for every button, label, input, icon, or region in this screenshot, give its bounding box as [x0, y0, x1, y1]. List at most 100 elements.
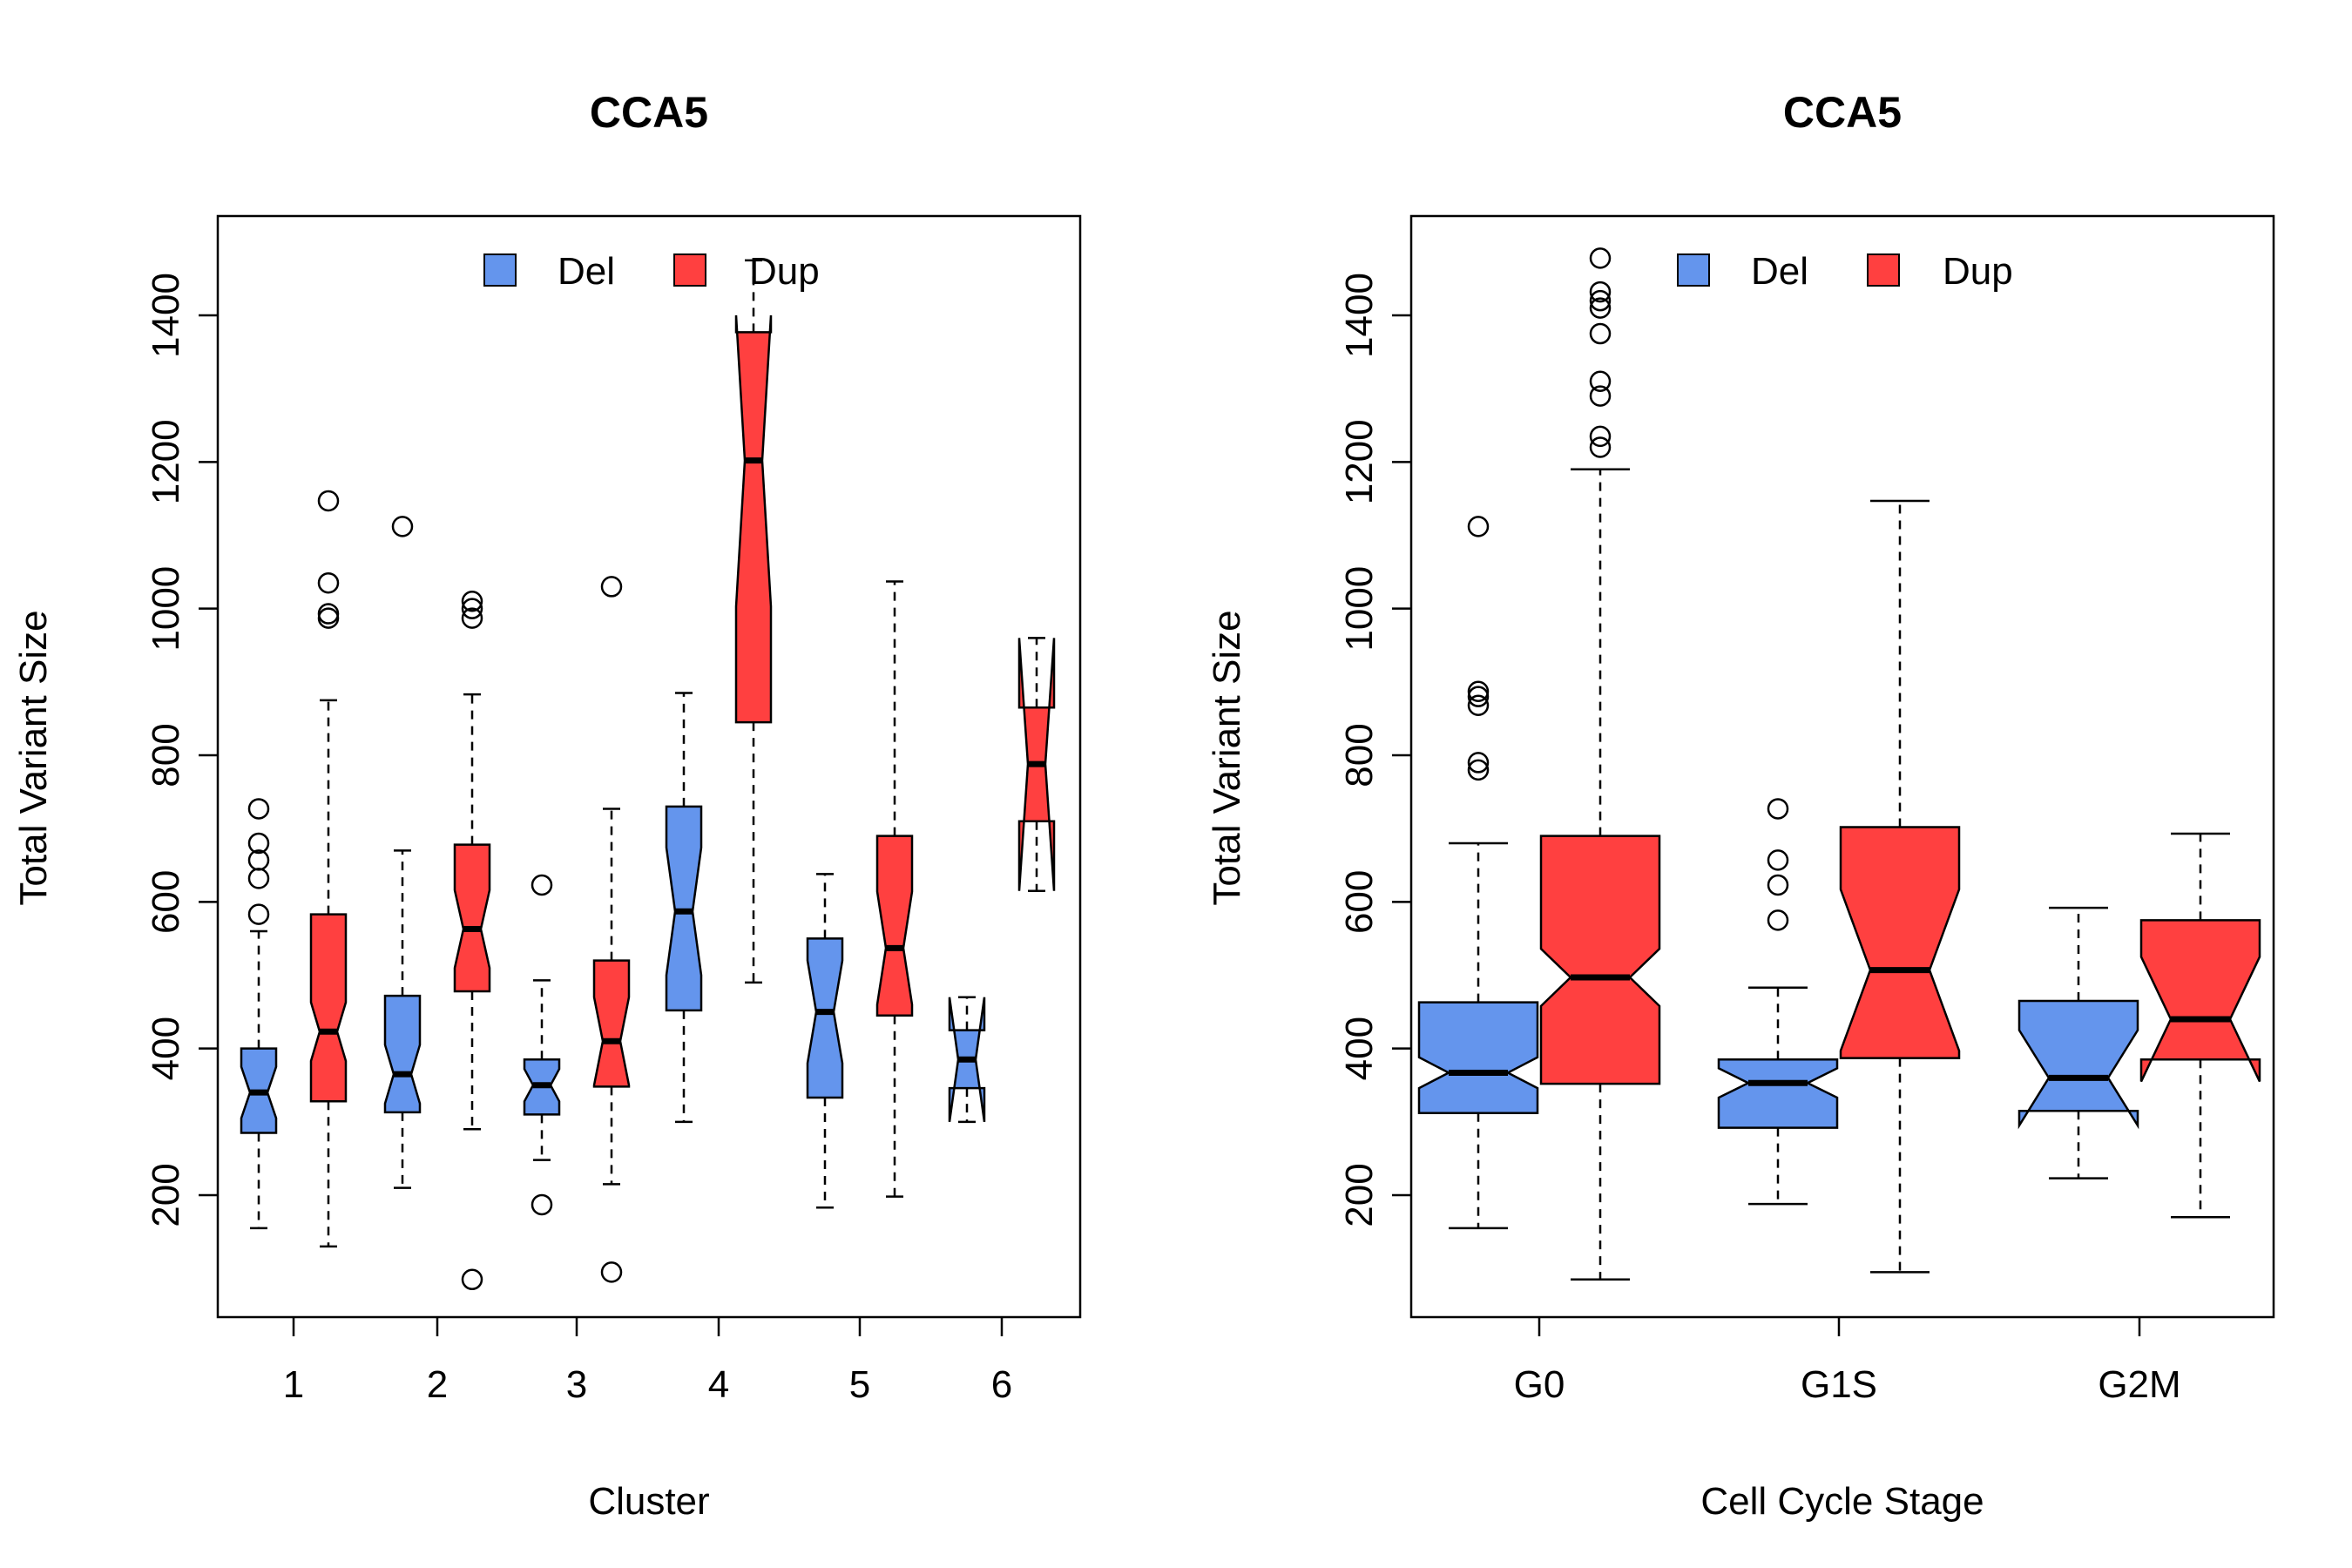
- outlier-point: [1589, 297, 1612, 319]
- box-del-1: [240, 798, 278, 1230]
- box-dup-G1S: [1839, 499, 1961, 1274]
- plot-area: 200 400 600 800 1000 1200 1400 1 2 3 4 5 6: [145, 214, 1082, 1406]
- plot-frame: [216, 214, 1082, 1319]
- boxes-layer: [240, 259, 1056, 1291]
- outlier-point: [1589, 280, 1612, 303]
- box-body: [592, 959, 631, 1088]
- y-tick-label: 400: [1338, 1017, 1381, 1080]
- outlier-point: [600, 576, 623, 598]
- outlier-point: [1589, 289, 1612, 312]
- outlier-point: [1467, 694, 1490, 717]
- legend-swatch-del: [483, 253, 517, 287]
- outlier-point: [1767, 849, 1789, 871]
- outlier-point: [1589, 247, 1612, 269]
- outlier-point: [247, 798, 270, 820]
- box-dup-4: [734, 259, 773, 984]
- x-tick-label: G0: [1514, 1363, 1565, 1406]
- outlier-point: [461, 591, 483, 612]
- y-tick-label: 800: [1338, 723, 1381, 787]
- x-tick-label: G1S: [1801, 1363, 1877, 1406]
- y-axis-label: Total Variant Size: [12, 610, 55, 905]
- outlier-point: [1589, 370, 1612, 392]
- panel-cluster: CCA5 Total Variant Size Cluster 200 400 60…: [12, 88, 1082, 1523]
- y-tick-label: 600: [1338, 870, 1381, 934]
- box-del-G1S: [1717, 798, 1839, 1206]
- outlier-point: [317, 490, 340, 512]
- outlier-point: [600, 1261, 623, 1283]
- box-body: [1839, 826, 1961, 1059]
- legend-swatch-del: [1677, 253, 1710, 287]
- chart-title: CCA5: [1783, 88, 1902, 137]
- chart-title: CCA5: [590, 88, 708, 137]
- outlier-point: [317, 607, 340, 629]
- box-dup-G2M: [2139, 832, 2261, 1219]
- outlier-point: [1767, 909, 1789, 931]
- outlier-point: [1589, 436, 1612, 458]
- outlier-point: [247, 849, 270, 871]
- outlier-point: [461, 598, 483, 619]
- x-tick-label: 3: [566, 1363, 587, 1406]
- legend-swatch-dup: [673, 253, 706, 287]
- box-body: [875, 835, 914, 1017]
- x-axis-label: Cluster: [588, 1480, 709, 1523]
- outlier-point: [1767, 798, 1789, 820]
- outlier-point: [461, 607, 483, 629]
- plot-frame: [1409, 214, 2275, 1319]
- outlier-point: [531, 874, 553, 896]
- box-body: [2017, 999, 2139, 1130]
- x-tick-label: 2: [427, 1363, 448, 1406]
- outlier-point: [247, 903, 270, 925]
- outlier-point: [1467, 516, 1490, 537]
- x-tick-label: 4: [708, 1363, 729, 1406]
- y-tick-label: 600: [145, 870, 187, 934]
- box-body: [806, 937, 844, 1099]
- outlier-point: [317, 571, 340, 594]
- outlier-point: [247, 868, 270, 889]
- box-del-5: [806, 873, 844, 1209]
- box-del-G0: [1417, 516, 1539, 1230]
- box-dup-2: [453, 591, 491, 1291]
- legend: Del Dup: [1677, 250, 2013, 293]
- outlier-point: [1467, 686, 1490, 707]
- y-tick-label: 400: [145, 1017, 187, 1080]
- box-dup-3: [592, 576, 631, 1283]
- y-tick-label: 1400: [145, 273, 187, 358]
- outlier-point: [461, 1268, 483, 1291]
- outlier-point: [317, 603, 340, 625]
- outlier-point: [247, 832, 270, 855]
- outlier-point: [1467, 680, 1490, 703]
- y-axis-label: Total Variant Size: [1206, 610, 1248, 905]
- box-del-6: [948, 996, 986, 1124]
- y-tick-label: 1000: [1338, 566, 1381, 652]
- x-tick-label: 6: [991, 1363, 1012, 1406]
- x-tick-label: 5: [849, 1363, 870, 1406]
- outlier-point: [1467, 752, 1490, 774]
- outlier-point: [1589, 425, 1612, 448]
- outlier-point: [1467, 759, 1490, 781]
- y-tick-label: 1000: [145, 566, 187, 652]
- x-tick-label: G2M: [2098, 1363, 2180, 1406]
- plot-area: 200 400 600 800 1000 1200 1400 G0 G1S G2M: [1338, 214, 2275, 1406]
- box-dup-G0: [1539, 247, 1661, 1281]
- box-dup-1: [309, 490, 348, 1248]
- outlier-point: [1589, 385, 1612, 407]
- outlier-point: [531, 1193, 553, 1216]
- box-del-4: [665, 692, 703, 1124]
- boxes-layer: [1417, 247, 2261, 1281]
- y-tick-label: 1200: [1338, 419, 1381, 504]
- box-del-2: [383, 516, 422, 1189]
- y-tick-label: 1400: [1338, 273, 1381, 358]
- box-body: [309, 913, 348, 1103]
- y-tick-label: 800: [145, 723, 187, 787]
- box-dup-6: [1017, 637, 1056, 892]
- outlier-point: [1589, 322, 1612, 345]
- legend: Del Dup: [483, 250, 820, 293]
- box-dup-5: [875, 580, 914, 1198]
- legend-label-dup: Dup: [749, 250, 820, 293]
- x-tick-label: 1: [283, 1363, 304, 1406]
- y-tick-label: 200: [145, 1163, 187, 1227]
- x-axis-label: Cell Cycle Stage: [1700, 1480, 1984, 1523]
- outlier-point: [1767, 874, 1789, 896]
- box-body: [1717, 1058, 1839, 1129]
